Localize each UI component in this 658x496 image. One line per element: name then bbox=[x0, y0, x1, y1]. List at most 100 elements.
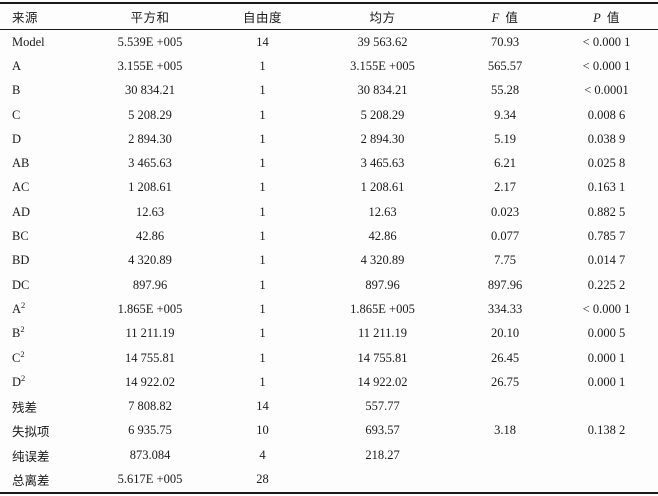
cell-df: 1 bbox=[259, 350, 266, 365]
cell-p_value: < 0.0001 bbox=[584, 83, 629, 98]
cell-f_value: 7.75 bbox=[494, 253, 516, 268]
cell-f_value: 897.96 bbox=[487, 277, 523, 292]
cell-sum_of_squares: 7 808.82 bbox=[128, 399, 172, 414]
cell-sum_of_squares: 3.155E +005 bbox=[117, 58, 183, 73]
cell-mean_square: 14 922.02 bbox=[357, 374, 408, 389]
cell-p_value: < 0.000 1 bbox=[582, 34, 631, 49]
cell-sum_of_squares: 5.617E +005 bbox=[117, 471, 183, 486]
cell-source: A bbox=[12, 58, 22, 73]
cell-source: 失拟项 bbox=[12, 425, 50, 440]
cell-f_value: 9.34 bbox=[494, 107, 516, 122]
column-header-5: P 值 bbox=[555, 3, 658, 30]
cell-df: 1 bbox=[259, 204, 266, 219]
cell-mean_square: 3.155E +005 bbox=[350, 58, 415, 73]
column-header-0: 来源 bbox=[0, 3, 85, 30]
column-header-2: 自由度 bbox=[215, 3, 310, 30]
cell-df: 1 bbox=[259, 277, 266, 292]
cell-source: Model bbox=[12, 34, 45, 49]
cell-p_value: 0.785 7 bbox=[587, 229, 626, 244]
cell-sum_of_squares: 873.084 bbox=[129, 447, 171, 462]
cell-mean_square: 42.86 bbox=[368, 229, 397, 244]
cell-mean_square: 39 563.62 bbox=[357, 34, 408, 49]
table-row: DC 897.96 1 897.96 897.96 0.225 2 bbox=[0, 273, 658, 297]
column-header-4: F 值 bbox=[455, 3, 555, 30]
cell-f_value: 565.57 bbox=[487, 58, 523, 73]
table-row: A 3.155E +005 1 3.155E +005 565.57 < 0.000 1 bbox=[0, 54, 658, 78]
cell-df: 1 bbox=[259, 229, 266, 244]
cell-source: AC bbox=[12, 180, 30, 195]
table-row: BD 4 320.89 1 4 320.89 7.75 0.014 7 bbox=[0, 249, 658, 273]
cell-f_value: 70.93 bbox=[490, 34, 520, 49]
cell-f_value bbox=[455, 394, 555, 418]
cell-f_value: 20.10 bbox=[490, 326, 520, 341]
cell-df: 1 bbox=[259, 301, 266, 316]
cell-sum_of_squares: 30 834.21 bbox=[125, 83, 175, 98]
cell-f_value: 334.33 bbox=[487, 301, 523, 316]
cell-sum_of_squares: 2 894.30 bbox=[128, 131, 172, 146]
cell-source: AD bbox=[12, 204, 31, 219]
table-row: BC 42.86 1 42.86 0.077 0.785 7 bbox=[0, 224, 658, 248]
cell-sum_of_squares: 14 755.81 bbox=[125, 350, 175, 365]
cell-mean_square: 693.57 bbox=[365, 423, 400, 438]
cell-p_value: 0.000 5 bbox=[587, 326, 626, 341]
column-header-1: 平方和 bbox=[85, 3, 215, 30]
cell-f_value: 2.17 bbox=[494, 180, 516, 195]
cell-df: 1 bbox=[259, 180, 266, 195]
cell-p_value: 0.025 8 bbox=[587, 156, 626, 171]
column-header-3: 均方 bbox=[310, 3, 455, 30]
cell-sum_of_squares: 42.86 bbox=[135, 229, 165, 244]
cell-source: C bbox=[12, 107, 21, 122]
cell-mean_square: 30 834.21 bbox=[357, 83, 408, 98]
cell-df: 1 bbox=[259, 253, 266, 268]
cell-p_value: 0.000 1 bbox=[587, 374, 626, 389]
cell-source: 纯误差 bbox=[12, 449, 50, 464]
cell-source: D2 bbox=[12, 372, 26, 389]
cell-f_value: 0.023 bbox=[490, 204, 520, 219]
cell-mean_square: 1.865E +005 bbox=[350, 301, 415, 316]
cell-sum_of_squares: 1.865E +005 bbox=[117, 301, 183, 316]
table-row: AB 3 465.63 1 3 465.63 6.21 0.025 8 bbox=[0, 151, 658, 175]
table-row: AC 1 208.61 1 1 208.61 2.17 0.163 1 bbox=[0, 176, 658, 200]
cell-df: 1 bbox=[259, 374, 266, 389]
table-row: 总离差 5.617E +005 28 bbox=[0, 467, 658, 492]
cell-mean_square: 4 320.89 bbox=[360, 253, 405, 268]
cell-p_value: 0.008 6 bbox=[587, 107, 626, 122]
cell-mean_square: 3 465.63 bbox=[360, 156, 405, 171]
cell-source: BD bbox=[12, 253, 30, 268]
cell-mean_square: 557.77 bbox=[365, 399, 400, 414]
cell-f_value: 5.19 bbox=[494, 131, 516, 146]
cell-p_value: 0.225 2 bbox=[587, 277, 626, 292]
cell-sum_of_squares: 1 208.61 bbox=[128, 180, 172, 195]
cell-f_value: 3.18 bbox=[494, 423, 516, 438]
table-row: D 2 894.30 1 2 894.30 5.19 0.038 9 bbox=[0, 127, 658, 151]
cell-p_value: 0.138 2 bbox=[587, 423, 626, 438]
cell-source: D bbox=[12, 131, 22, 146]
cell-p_value bbox=[555, 467, 658, 492]
cell-mean_square: 1 208.61 bbox=[360, 180, 405, 195]
cell-p_value: 0.014 7 bbox=[587, 253, 626, 268]
cell-mean_square: 218.27 bbox=[365, 447, 400, 462]
cell-source: 残差 bbox=[12, 401, 38, 416]
cell-df: 1 bbox=[259, 131, 266, 146]
cell-sum_of_squares: 5.539E +005 bbox=[117, 34, 183, 49]
cell-df: 1 bbox=[259, 83, 266, 98]
cell-sum_of_squares: 14 922.02 bbox=[125, 374, 175, 389]
cell-sum_of_squares: 3 465.63 bbox=[128, 156, 172, 171]
cell-p_value: < 0.000 1 bbox=[582, 58, 631, 73]
cell-sum_of_squares: 11 211.19 bbox=[125, 326, 175, 341]
cell-f_value bbox=[455, 443, 555, 467]
cell-mean_square bbox=[310, 467, 455, 492]
cell-p_value bbox=[555, 394, 658, 418]
cell-df: 14 bbox=[256, 34, 269, 49]
table-row: Model 5.539E +005 14 39 563.62 70.93 < 0.000 … bbox=[0, 30, 658, 55]
cell-p_value: < 0.000 1 bbox=[582, 301, 631, 316]
cell-f_value bbox=[455, 467, 555, 492]
table-row: 残差 7 808.82 14 557.77 bbox=[0, 394, 658, 418]
cell-f_value: 26.75 bbox=[490, 374, 520, 389]
cell-df: 1 bbox=[259, 326, 266, 341]
cell-source: B2 bbox=[12, 324, 25, 341]
cell-p_value: 0.000 1 bbox=[587, 350, 626, 365]
table-row: C 5 208.29 1 5 208.29 9.34 0.008 6 bbox=[0, 103, 658, 127]
cell-mean_square: 5 208.29 bbox=[360, 107, 405, 122]
